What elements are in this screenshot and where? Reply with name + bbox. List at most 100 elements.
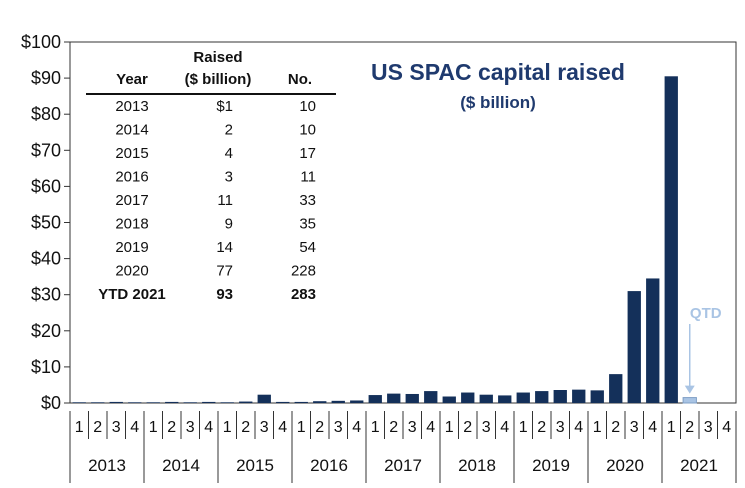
quarter-label: 1 xyxy=(519,419,528,436)
bar xyxy=(405,393,419,403)
bar xyxy=(535,391,549,403)
quarter-label: 1 xyxy=(75,419,84,436)
year-label: 2021 xyxy=(680,456,718,475)
year-label: 2020 xyxy=(606,456,644,475)
quarter-label: 2 xyxy=(93,419,102,436)
table-cell-year: 2016 xyxy=(115,169,148,186)
bar xyxy=(183,402,197,403)
quarter-label: 4 xyxy=(352,419,361,436)
table-cell-year: 2020 xyxy=(115,263,148,280)
table-header-year: Year xyxy=(116,71,148,88)
y-tick-label: $100 xyxy=(21,32,61,52)
table-cell-raised: 3 xyxy=(225,169,233,186)
bar xyxy=(572,389,586,403)
table-cell-year: 2017 xyxy=(115,192,148,209)
y-tick-label: $0 xyxy=(41,393,61,413)
quarter-label: 2 xyxy=(167,419,176,436)
y-tick-label: $20 xyxy=(31,321,61,341)
table-cell-year: 2015 xyxy=(115,145,148,162)
y-tick-label: $40 xyxy=(31,249,61,269)
y-tick-label: $30 xyxy=(31,285,61,305)
bar xyxy=(109,401,123,403)
bar xyxy=(461,392,475,403)
bar xyxy=(516,392,530,403)
bar xyxy=(331,400,345,403)
bar xyxy=(368,395,382,403)
y-tick-label: $60 xyxy=(31,176,61,196)
y-tick-label: $50 xyxy=(31,213,61,233)
bar xyxy=(553,390,567,403)
bar xyxy=(646,278,660,403)
year-label: 2015 xyxy=(236,456,274,475)
bar xyxy=(128,402,142,403)
year-label: 2014 xyxy=(162,456,200,475)
quarter-label: 4 xyxy=(278,419,287,436)
table-cell-raised: 4 xyxy=(225,145,233,162)
year-label: 2018 xyxy=(458,456,496,475)
bar xyxy=(442,396,456,403)
year-label: 2013 xyxy=(88,456,126,475)
table-cell-year: 2018 xyxy=(115,216,148,233)
quarter-label: 3 xyxy=(482,419,491,436)
table-header-count: No. xyxy=(288,71,312,88)
table-cell-year: YTD 2021 xyxy=(98,286,166,303)
y-tick-label: $10 xyxy=(31,357,61,377)
quarter-label: 4 xyxy=(204,419,213,436)
bar xyxy=(146,402,160,403)
quarter-label: 2 xyxy=(611,419,620,436)
quarter-label: 4 xyxy=(574,419,583,436)
quarter-label: 2 xyxy=(315,419,324,436)
year-label: 2016 xyxy=(310,456,348,475)
table-cell-count: 35 xyxy=(299,216,316,233)
quarter-label: 2 xyxy=(463,419,472,436)
summary-table: Raised Year ($ billion) No. 2013 $1 10 2014 2 10 2… xyxy=(86,49,336,303)
chart-title: US SPAC capital raised xyxy=(371,59,625,85)
table-cell-year: 2014 xyxy=(115,122,148,139)
quarter-label: 2 xyxy=(685,419,694,436)
quarter-label: 4 xyxy=(500,419,509,436)
year-label: 2017 xyxy=(384,456,422,475)
quarter-label: 4 xyxy=(426,419,435,436)
bar xyxy=(313,401,327,403)
table-cell-raised: 14 xyxy=(216,239,233,256)
bar-layer xyxy=(72,76,697,404)
quarter-label: 1 xyxy=(371,419,380,436)
bar xyxy=(257,394,271,403)
bar xyxy=(479,394,493,403)
quarter-label: 2 xyxy=(389,419,398,436)
quarter-label: 4 xyxy=(130,419,139,436)
y-tick-label: $90 xyxy=(31,68,61,88)
quarter-label: 1 xyxy=(445,419,454,436)
quarter-label: 1 xyxy=(593,419,602,436)
quarter-label: 4 xyxy=(722,419,731,436)
table-cell-count: 10 xyxy=(299,98,316,115)
table-header-raised: Raised xyxy=(193,49,242,66)
quarter-label: 1 xyxy=(667,419,676,436)
quarter-label: 3 xyxy=(260,419,269,436)
table-cell-raised: 2 xyxy=(225,122,233,139)
bar xyxy=(590,390,604,403)
y-tick-label: $70 xyxy=(31,140,61,160)
quarter-label: 3 xyxy=(186,419,195,436)
table-cell-count: 228 xyxy=(291,263,316,280)
table-cell-raised: $1 xyxy=(216,98,233,115)
quarter-label: 3 xyxy=(630,419,639,436)
bar xyxy=(72,402,86,403)
table-cell-count: 17 xyxy=(299,145,316,162)
bar xyxy=(609,374,623,403)
quarter-label: 1 xyxy=(223,419,232,436)
bar xyxy=(294,401,308,403)
table-cell-count: 54 xyxy=(299,239,316,256)
bar-qtd xyxy=(682,397,697,404)
quarter-label: 3 xyxy=(334,419,343,436)
quarter-label: 2 xyxy=(241,419,250,436)
quarter-label: 3 xyxy=(112,419,121,436)
quarter-label: 4 xyxy=(648,419,657,436)
year-label: 2019 xyxy=(532,456,570,475)
table-cell-raised: 77 xyxy=(216,263,233,280)
bar xyxy=(165,401,179,403)
table-cell-count: 33 xyxy=(299,192,316,209)
bar xyxy=(202,401,216,403)
table-cell-count: 11 xyxy=(300,169,316,186)
